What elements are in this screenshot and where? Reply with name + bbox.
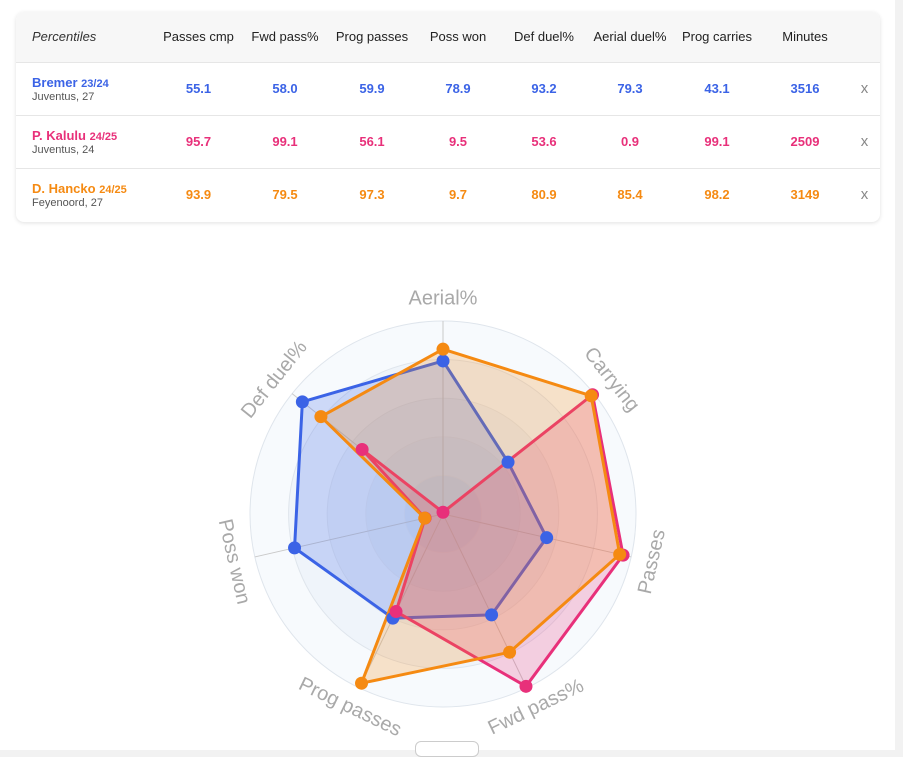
radar-data-point: [436, 505, 450, 519]
radar-data-point: [355, 443, 369, 457]
corner-label: Percentiles: [32, 28, 97, 44]
player-cell: P. Kalulu 24/25 Juventus, 24: [16, 115, 156, 168]
radar-axis-label: Poss won: [214, 517, 255, 606]
remove-column-header: [849, 12, 880, 62]
radar-data-point: [501, 455, 515, 469]
radar-spoke: [254, 513, 444, 558]
radar-spoke: [442, 513, 528, 689]
table-row: Bremer 23/24 Juventus, 27 55.1 58.0 59.9 78.9…: [16, 62, 880, 115]
player-name[interactable]: D. Hancko: [32, 180, 96, 196]
radar-series-area: [293, 359, 549, 620]
stat-cell: 79.3: [617, 81, 643, 96]
stat-cell: 59.9: [359, 81, 385, 96]
radar-data-point: [503, 645, 517, 659]
radar-data-point: [584, 389, 598, 403]
player-team-age: Juventus, 24: [32, 143, 95, 156]
player-cell: D. Hancko 24/25 Feyenoord, 27: [16, 168, 156, 221]
stat-cell: 78.9: [445, 81, 471, 96]
radar-data-point: [485, 608, 499, 622]
radar-data-point: [436, 354, 450, 368]
column-header[interactable]: Aerial duel%: [593, 28, 667, 44]
radar-spoke: [442, 513, 632, 558]
column-header[interactable]: Minutes: [782, 28, 828, 44]
stat-cell: 9.7: [448, 187, 468, 203]
player-season: 24/25: [99, 183, 127, 196]
stat-cell: 99.1: [704, 134, 730, 149]
table-header-row: Percentiles Passes cmp Fwd pass% Prog pa…: [16, 12, 880, 62]
player-team-age: Juventus, 27: [32, 90, 95, 103]
table-row: P. Kalulu 24/25 Juventus, 24 95.7 99.1 56.1 9…: [16, 115, 880, 168]
radar-data-point: [540, 531, 554, 545]
stat-cell: 80.9: [531, 187, 557, 203]
radar-data-point: [355, 676, 369, 690]
radar-data-point: [389, 605, 403, 619]
stat-cell: 56.1: [359, 134, 385, 149]
remove-player-button[interactable]: x: [860, 80, 869, 97]
radar-data-point: [314, 410, 328, 424]
stat-cell: 0.9: [620, 134, 640, 149]
stat-cell: 99.1: [272, 134, 298, 149]
radar-data-point: [436, 342, 450, 356]
radar-series-area: [319, 347, 622, 685]
radar-data-point: [295, 395, 309, 409]
remove-player-cell: x: [849, 168, 880, 221]
remove-player-cell: x: [849, 62, 880, 115]
percentiles-table: Percentiles Passes cmp Fwd pass% Prog pa…: [16, 12, 880, 221]
remove-player-cell: x: [849, 115, 880, 168]
radar-data-point: [288, 541, 302, 555]
radar-axis-label: Passes: [634, 527, 670, 596]
radar-data-point: [613, 547, 627, 561]
column-header[interactable]: Passes cmp: [163, 28, 234, 44]
radar-data-point: [519, 679, 533, 693]
stat-cell: 98.2: [704, 187, 730, 203]
remove-player-button[interactable]: x: [860, 133, 869, 150]
radar-series-area: [360, 393, 625, 688]
stat-cell: 53.6: [531, 134, 557, 149]
player-season: 24/25: [89, 130, 118, 143]
table-row: D. Hancko 24/25 Feyenoord, 27 93.9 79.5 97.3…: [16, 168, 880, 221]
stat-cell: 43.1: [704, 81, 730, 96]
radar-axis-label: Aerial%: [409, 287, 478, 309]
column-header[interactable]: Def duel%: [514, 28, 574, 44]
stat-cell: 2509: [790, 134, 820, 149]
stat-cell: 79.5: [272, 187, 298, 203]
remove-player-button[interactable]: x: [860, 186, 869, 204]
player-team-age: Feyenoord, 27: [32, 196, 103, 209]
player-name[interactable]: Bremer: [32, 74, 78, 90]
stat-cell: 95.7: [185, 134, 212, 149]
stat-cell: 93.2: [531, 81, 557, 96]
player-season: 23/24: [81, 77, 109, 90]
stat-cell: 58.0: [272, 81, 298, 96]
radar-chart-area: Aerial% Carrying Passes Fwd pass% Prog passe…: [0, 222, 895, 750]
column-header[interactable]: Poss won: [429, 28, 487, 44]
stat-cell: 3149: [790, 187, 820, 203]
radar-spoke: [358, 513, 444, 689]
column-header[interactable]: Fwd pass%: [251, 28, 319, 44]
column-header[interactable]: Prog carries: [681, 28, 753, 44]
player-cell: Bremer 23/24 Juventus, 27: [16, 62, 156, 115]
bottom-tab-handle[interactable]: [415, 741, 479, 757]
stat-cell: 97.3: [359, 187, 385, 203]
stat-cell: 3516: [790, 81, 820, 96]
player-name[interactable]: P. Kalulu: [32, 127, 86, 143]
column-header[interactable]: Prog passes: [335, 28, 409, 44]
stat-cell: 85.4: [617, 187, 643, 203]
stat-cell: 93.9: [185, 187, 212, 203]
percentiles-table-card: Percentiles Passes cmp Fwd pass% Prog pa…: [16, 12, 880, 222]
radar-data-point: [418, 511, 432, 525]
stat-cell: 55.1: [185, 81, 212, 96]
stat-cell: 9.5: [448, 134, 468, 149]
